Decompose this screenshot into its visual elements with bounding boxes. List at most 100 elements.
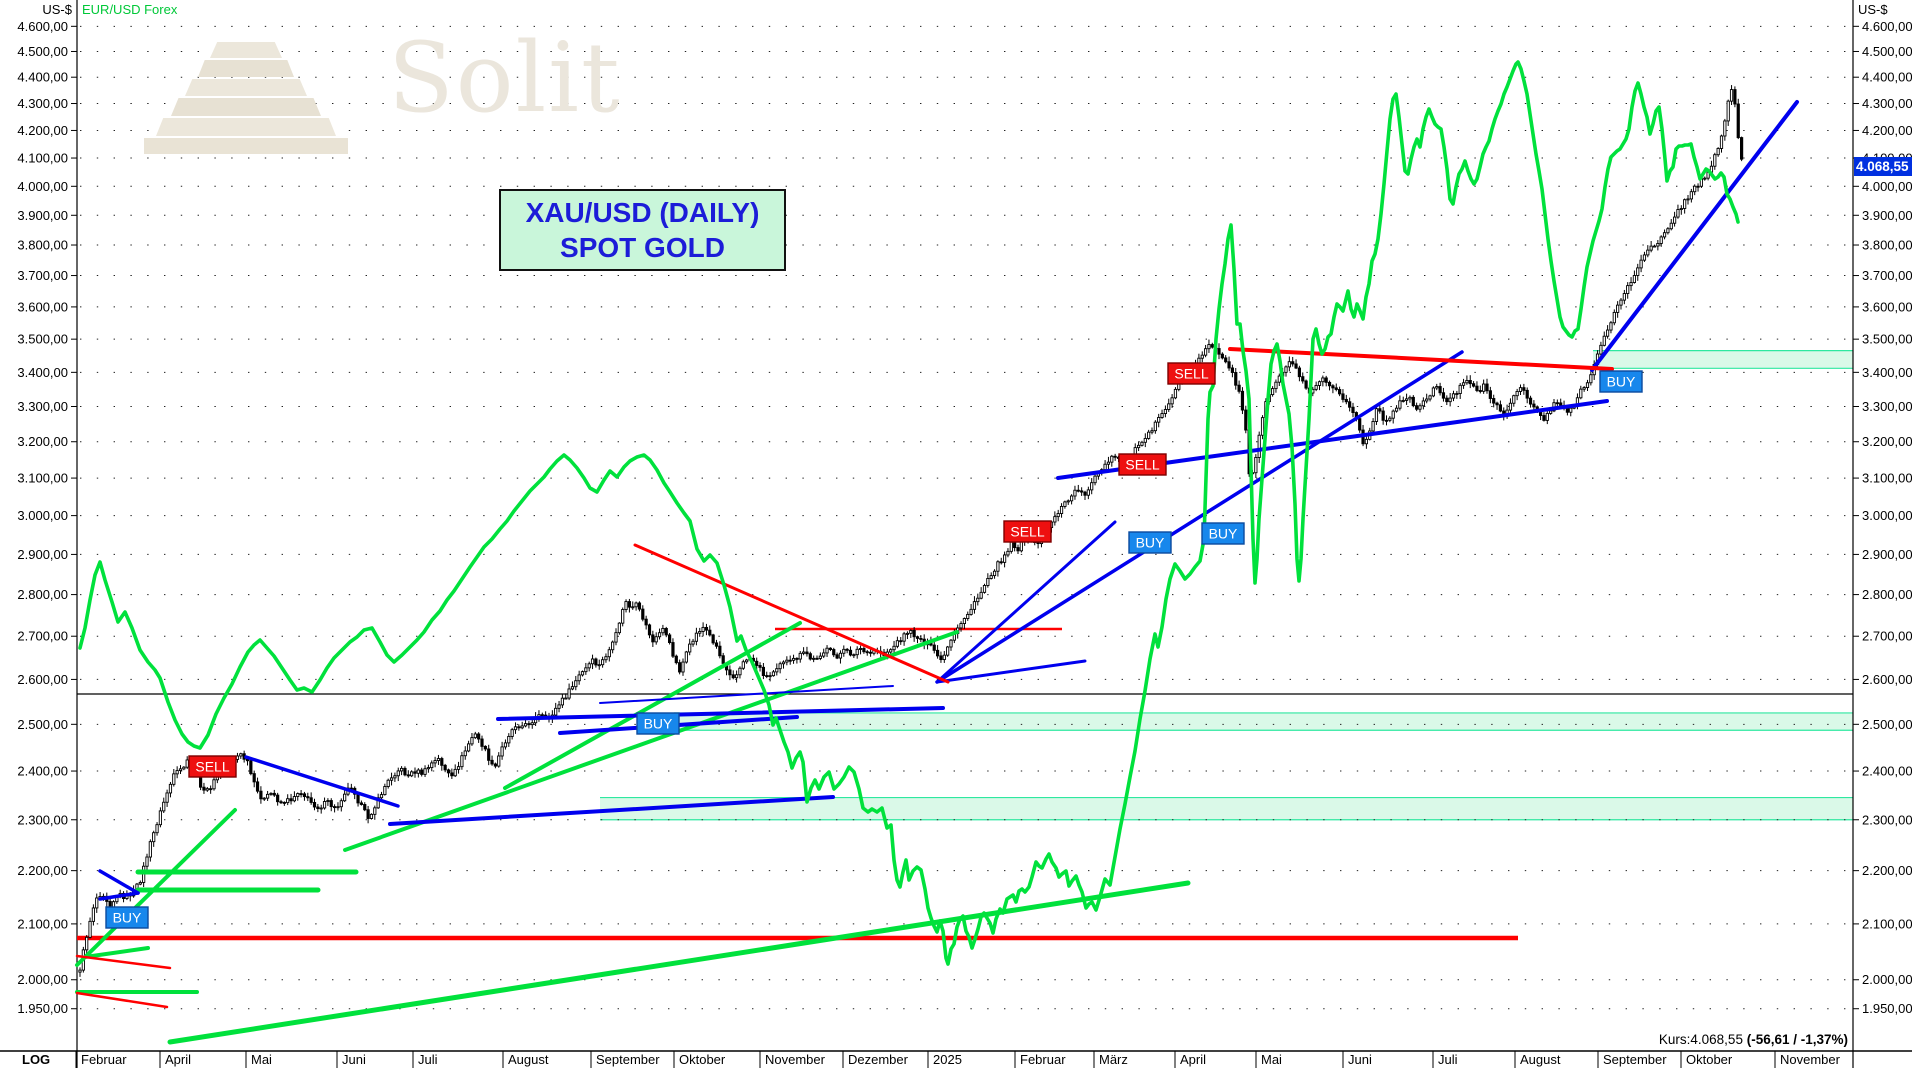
y-axis-label: 3.900,00 bbox=[17, 208, 68, 223]
x-axis-label: März bbox=[1099, 1052, 1128, 1067]
marker-label: SELL bbox=[1125, 457, 1159, 473]
trendline bbox=[75, 954, 172, 970]
x-axis-label: Oktober bbox=[679, 1052, 726, 1067]
trendline bbox=[503, 621, 802, 790]
kurs-change: (-56,61 / -1,37%) bbox=[1746, 1032, 1848, 1047]
sell-marker bbox=[188, 755, 237, 778]
y-axis-label: 2.800,00 bbox=[17, 587, 68, 602]
kurs-value: Kurs:4.068,55 bbox=[1658, 1032, 1747, 1047]
y-axis-label: 4.200,00 bbox=[17, 123, 68, 138]
y-axis-label: 3.000,00 bbox=[17, 508, 68, 523]
trendline bbox=[633, 543, 950, 684]
x-axis-label: Mai bbox=[251, 1052, 272, 1067]
x-axis-label: Dezember bbox=[848, 1052, 909, 1067]
y-axis-label: 1.950,00 bbox=[1862, 1001, 1912, 1016]
trendline bbox=[388, 795, 835, 826]
y-axis-label: 4.300,00 bbox=[17, 96, 68, 111]
y-axis-label: 3.900,00 bbox=[1862, 208, 1912, 223]
y-axis-label: 4.000,00 bbox=[17, 179, 68, 194]
marker-label: BUY bbox=[644, 716, 673, 732]
y-axis-label: 2.900,00 bbox=[17, 547, 68, 562]
buy-marker bbox=[105, 906, 149, 929]
x-axis-label: November bbox=[1780, 1052, 1841, 1067]
y-axis-label: 2.300,00 bbox=[1862, 812, 1912, 827]
y-axis-label: 3.300,00 bbox=[17, 399, 68, 414]
y-axis-label: 3.800,00 bbox=[17, 238, 68, 253]
chart-title-line1: XAU/USD (DAILY) bbox=[525, 197, 760, 228]
sell-marker bbox=[1167, 362, 1216, 385]
x-axis-label: April bbox=[165, 1052, 191, 1067]
y-axis-label: 3.200,00 bbox=[1862, 434, 1912, 449]
y-axis-label: 2.800,00 bbox=[1862, 587, 1912, 602]
marker-label: BUY bbox=[1209, 526, 1238, 542]
eurusd-forex-line bbox=[78, 60, 1740, 966]
marker-label: BUY bbox=[1607, 374, 1636, 390]
x-axis-label: 2025 bbox=[933, 1052, 962, 1067]
sell-marker bbox=[1003, 520, 1052, 543]
chart-title-box: XAU/USD (DAILY) SPOT GOLD bbox=[499, 189, 786, 271]
y-axis-label: 2.000,00 bbox=[17, 972, 68, 987]
y-axis-label: 3.700,00 bbox=[17, 268, 68, 283]
buy-marker bbox=[1128, 531, 1172, 554]
buy-marker bbox=[1201, 522, 1245, 545]
buy-marker bbox=[636, 712, 680, 735]
y-axis-label: 2.200,00 bbox=[1862, 863, 1912, 878]
trendline bbox=[244, 755, 400, 808]
y-axis-label: 4.000,00 bbox=[1862, 179, 1912, 194]
sell-marker bbox=[1118, 453, 1167, 476]
y-axis-label: 3.200,00 bbox=[17, 434, 68, 449]
y-axis-label: 2.700,00 bbox=[1862, 629, 1912, 644]
marker-label: SELL bbox=[1174, 366, 1208, 382]
y-axis-label: 4.200,00 bbox=[1862, 123, 1912, 138]
y-axis-label: 2.100,00 bbox=[1862, 916, 1912, 931]
kurs-status-line: Kurs:4.068,55 (-56,61 / -1,37%) bbox=[1659, 1032, 1848, 1047]
trendline bbox=[935, 350, 1464, 684]
y-axis-label: 3.000,00 bbox=[1862, 508, 1912, 523]
trendline bbox=[83, 946, 150, 959]
y-axis-label: 4.300,00 bbox=[1862, 96, 1912, 111]
y-axis-label: 4.500,00 bbox=[1862, 44, 1912, 59]
y-axis-label: 4.400,00 bbox=[17, 70, 68, 85]
support-band bbox=[674, 712, 1853, 731]
x-axis-label: Juli bbox=[418, 1052, 438, 1067]
x-axis-label: Juni bbox=[1348, 1052, 1372, 1067]
buy-marker bbox=[1599, 370, 1643, 393]
y-axis-label: 3.700,00 bbox=[1862, 268, 1912, 283]
trendline bbox=[1590, 100, 1799, 372]
y-axis-label: 2.400,00 bbox=[17, 764, 68, 779]
y-axis-label: 2.400,00 bbox=[1862, 764, 1912, 779]
log-scale-label[interactable]: LOG bbox=[22, 1052, 51, 1067]
gold-candles bbox=[78, 85, 1744, 977]
support-band bbox=[600, 797, 1853, 820]
y-axis-label: 4.100,00 bbox=[17, 151, 68, 166]
x-axis-label: Juli bbox=[1438, 1052, 1458, 1067]
marker-label: SELL bbox=[1010, 524, 1044, 540]
x-axis-label: September bbox=[1603, 1052, 1667, 1067]
y-axis-label: 2.200,00 bbox=[17, 863, 68, 878]
x-axis-label: August bbox=[508, 1052, 549, 1067]
x-axis-label: Juni bbox=[342, 1052, 366, 1067]
x-axis-label: Mai bbox=[1261, 1052, 1282, 1067]
trendline bbox=[1228, 347, 1614, 371]
y-axis-label: 2.600,00 bbox=[1862, 672, 1912, 687]
y-axis-label: 2.300,00 bbox=[17, 812, 68, 827]
y-axis-label: 3.100,00 bbox=[1862, 471, 1912, 486]
chart-title-line2: SPOT GOLD bbox=[560, 232, 725, 263]
trendline bbox=[599, 685, 894, 704]
trendline bbox=[935, 520, 1117, 684]
trendline bbox=[496, 706, 945, 721]
trendline bbox=[935, 659, 1087, 684]
marker-label: BUY bbox=[113, 910, 142, 926]
trendline bbox=[75, 991, 169, 1009]
x-axis-label: Februar bbox=[1020, 1052, 1066, 1067]
y-axis-label: 4.600,00 bbox=[1862, 19, 1912, 34]
trendline bbox=[343, 630, 959, 852]
support-band bbox=[1593, 350, 1853, 369]
x-axis-label: November bbox=[765, 1052, 826, 1067]
x-axis-label: September bbox=[596, 1052, 660, 1067]
x-axis-label: Oktober bbox=[1686, 1052, 1733, 1067]
trendline bbox=[98, 891, 140, 901]
y-axis-label: 1.950,00 bbox=[17, 1001, 68, 1016]
